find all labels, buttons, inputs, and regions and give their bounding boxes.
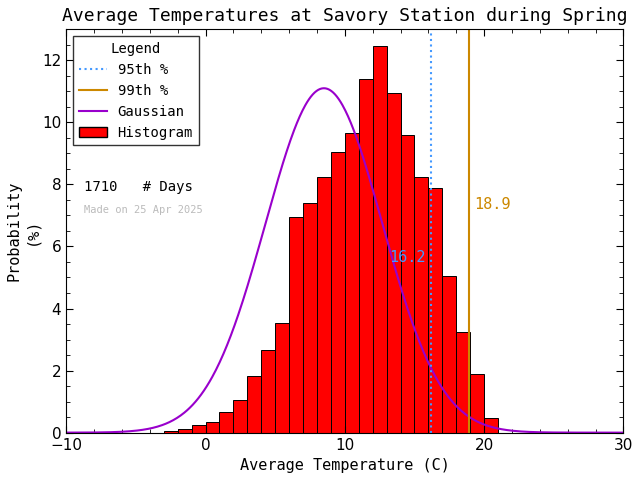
Text: 18.9: 18.9 (474, 197, 511, 212)
Bar (220, 412, 234, 432)
Bar (275, 323, 289, 432)
Text: Made on 25 Apr 2025: Made on 25 Apr 2025 (84, 205, 203, 215)
Bar (234, 400, 247, 432)
Y-axis label: Probability
(%): Probability (%) (7, 181, 39, 281)
Bar (484, 418, 498, 432)
Bar (303, 203, 317, 432)
Bar (178, 429, 191, 432)
Bar (456, 332, 470, 432)
X-axis label: Average Temperature (C): Average Temperature (C) (240, 458, 450, 473)
Bar (401, 135, 415, 432)
Text: 1710   # Days: 1710 # Days (84, 180, 193, 193)
Bar (345, 133, 359, 432)
Bar (442, 276, 456, 432)
Bar (247, 376, 261, 432)
Legend: 95th %, 99th %, Gaussian, Histogram: 95th %, 99th %, Gaussian, Histogram (73, 36, 198, 145)
Bar (331, 152, 345, 432)
Text: 16.2: 16.2 (389, 250, 426, 265)
Title: Average Temperatures at Savory Station during Spring: Average Temperatures at Savory Station d… (62, 7, 628, 25)
Bar (191, 425, 205, 432)
Bar (164, 431, 178, 432)
Bar (261, 350, 275, 432)
Bar (415, 177, 428, 432)
Bar (289, 217, 303, 432)
Bar (359, 79, 372, 432)
Bar (317, 177, 331, 432)
Bar (428, 188, 442, 432)
Bar (470, 374, 484, 432)
Bar (205, 422, 220, 432)
Bar (387, 93, 401, 432)
Bar (372, 46, 387, 432)
